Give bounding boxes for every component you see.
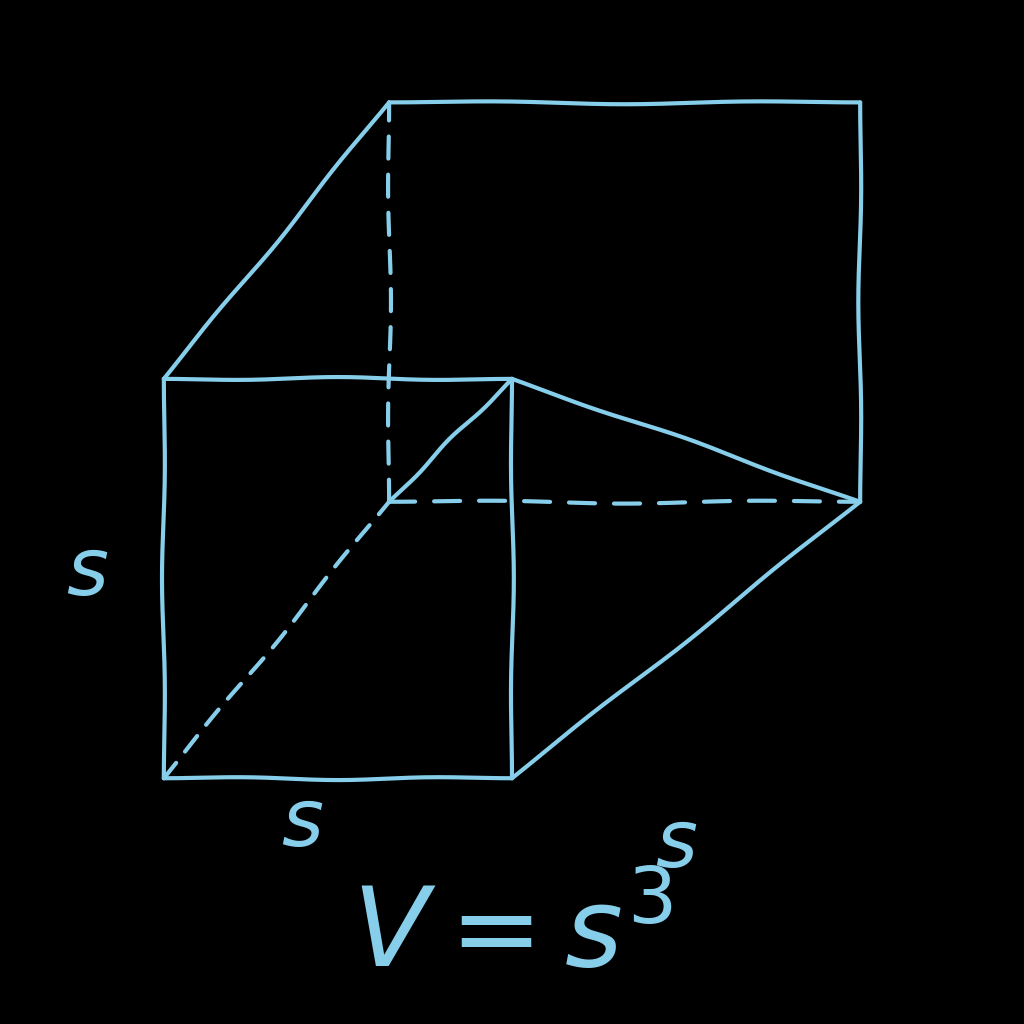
Text: s: s [654, 806, 697, 884]
Text: $\mathit{V} = \mathit{s}^3$: $\mathit{V} = \mathit{s}^3$ [351, 884, 673, 990]
Text: s: s [66, 535, 109, 612]
Text: s: s [281, 785, 324, 863]
